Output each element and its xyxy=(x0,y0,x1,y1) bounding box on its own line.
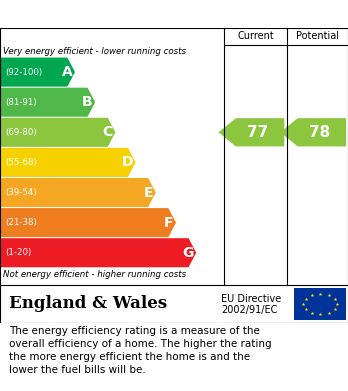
Text: (21-38): (21-38) xyxy=(5,218,37,227)
Text: England & Wales: England & Wales xyxy=(9,296,167,312)
Text: Not energy efficient - higher running costs: Not energy efficient - higher running co… xyxy=(3,269,187,278)
Text: 78: 78 xyxy=(309,125,330,140)
Text: (69-80): (69-80) xyxy=(5,128,37,137)
Text: C: C xyxy=(102,125,113,139)
Text: Energy Efficiency Rating: Energy Efficiency Rating xyxy=(9,7,211,22)
Polygon shape xyxy=(1,238,196,267)
Polygon shape xyxy=(1,88,95,117)
Polygon shape xyxy=(1,118,116,147)
Polygon shape xyxy=(280,118,346,147)
Text: F: F xyxy=(164,215,173,230)
Text: 2002/91/EC: 2002/91/EC xyxy=(221,305,277,316)
Text: (39-54): (39-54) xyxy=(5,188,37,197)
Text: (81-91): (81-91) xyxy=(5,98,37,107)
Polygon shape xyxy=(1,178,156,207)
Bar xyxy=(294,288,346,320)
Polygon shape xyxy=(1,148,136,177)
Text: D: D xyxy=(121,155,133,169)
Text: The energy efficiency rating is a measure of the
overall efficiency of a home. T: The energy efficiency rating is a measur… xyxy=(9,326,271,375)
Text: (92-100): (92-100) xyxy=(5,68,42,77)
Text: 77: 77 xyxy=(247,125,268,140)
Text: G: G xyxy=(182,246,193,260)
Text: B: B xyxy=(82,95,93,109)
Text: EU Directive: EU Directive xyxy=(221,294,281,305)
Text: (55-68): (55-68) xyxy=(5,158,37,167)
Text: (1-20): (1-20) xyxy=(5,248,31,257)
Polygon shape xyxy=(1,57,75,87)
Text: A: A xyxy=(62,65,72,79)
Polygon shape xyxy=(1,208,176,237)
Text: Very energy efficient - lower running costs: Very energy efficient - lower running co… xyxy=(3,47,187,56)
Polygon shape xyxy=(219,118,284,147)
Text: Current: Current xyxy=(237,31,274,41)
Text: Potential: Potential xyxy=(296,31,339,41)
Text: E: E xyxy=(143,185,153,199)
